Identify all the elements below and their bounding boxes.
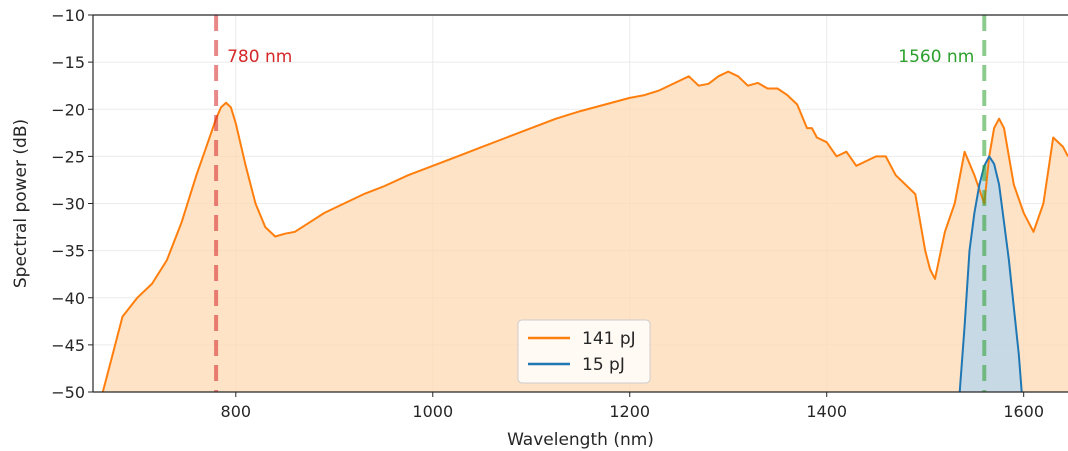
y-tick-label: −20: [51, 100, 85, 119]
vline-label-1: 1560 nm: [898, 47, 974, 67]
y-tick-label: −25: [51, 147, 85, 166]
series-line-1: [958, 155, 1023, 392]
reference-lines: 780 nm 1560 nm: [214, 15, 987, 392]
ticks: 800 1000 1200 1400 1600 −10 −15 −20 −25 −30 −35 −40…: [51, 6, 1044, 421]
legend-box: [517, 319, 651, 384]
legend: 141 pJ 15 pJ: [517, 319, 651, 384]
y-axis-label: Spectral power (dB): [11, 119, 31, 288]
legend-label-1: 15 pJ: [582, 355, 625, 375]
y-tick-label: −40: [51, 289, 85, 308]
y-tick-label: −45: [51, 336, 85, 355]
y-tick-label: −30: [51, 195, 85, 214]
series-lines: [101, 70, 1068, 392]
y-tick-label: −35: [51, 242, 85, 261]
x-tick-label: 1200: [609, 402, 650, 421]
x-tick-label: 1600: [1003, 402, 1044, 421]
x-axis-label: Wavelength (nm): [507, 430, 654, 450]
x-tick-label: 800: [221, 402, 252, 421]
x-tick-label: 1400: [806, 402, 847, 421]
series-line-0: [101, 70, 1068, 392]
series-fill-1: [959, 156, 1022, 392]
x-tick-label: 1000: [412, 402, 453, 421]
series-fill-0: [102, 71, 1068, 392]
legend-label-0: 141 pJ: [582, 329, 636, 349]
vline-label-0: 780 nm: [227, 47, 292, 67]
y-tick-label: −10: [51, 6, 85, 25]
y-tick-label: −50: [51, 383, 85, 402]
area-fills: [102, 71, 1068, 392]
y-tick-label: −15: [51, 53, 85, 72]
